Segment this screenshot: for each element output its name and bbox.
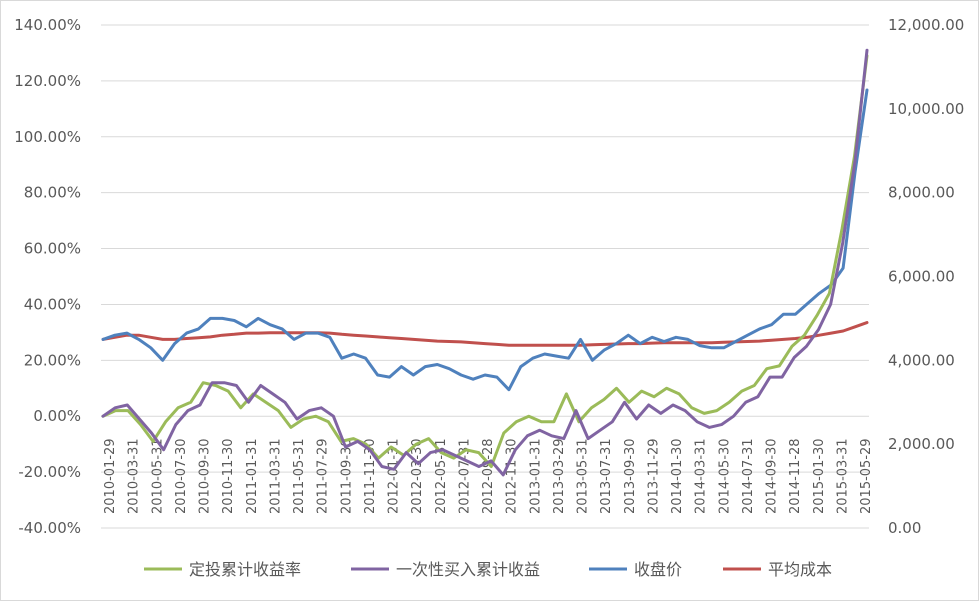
x-tick-label: 2013-11-29 [646, 438, 661, 514]
right-y-axis: 12,000.00 10,000.00 8,000.00 6,000.00 4,000.… [888, 16, 964, 537]
legend-label: 一次性买入累计收益 [396, 560, 540, 579]
x-tick-label: 2012-05-31 [434, 438, 449, 514]
x-tick-label: 2015-03-31 [835, 438, 850, 514]
left-tick-label: 100.00% [14, 128, 81, 146]
x-tick-label: 2015-01-30 [812, 438, 827, 514]
series-lines [101, 48, 869, 477]
x-tick-label: 2011-05-31 [292, 438, 307, 514]
x-tick-label: 2014-07-31 [741, 438, 756, 514]
x-tick-label: 2012-09-28 [481, 438, 496, 514]
left-tick-label: 20.00% [24, 351, 81, 369]
gridlines [101, 24, 869, 529]
series-line-0 [101, 54, 869, 468]
x-tick-label: 2010-09-30 [198, 438, 213, 514]
x-tick-label: 2013-07-31 [599, 438, 614, 514]
x-tick-label: 2013-05-31 [576, 438, 591, 514]
legend: 定投累计收益率 一次性买入累计收益 收盘价 平均成本 [144, 560, 832, 579]
x-tick-label: 2013-03-29 [552, 438, 567, 514]
right-tick-label: 2,000.00 [888, 435, 955, 453]
legend-label: 平均成本 [768, 560, 832, 579]
x-tick-label: 2012-01-31 [387, 438, 402, 514]
x-tick-label: 2014-05-30 [717, 438, 732, 514]
x-axis: 2010-01-29 2010-03-31 2010-05-31 2010-07-30… [103, 438, 874, 514]
left-tick-label: 140.00% [14, 16, 81, 34]
left-tick-label: 120.00% [14, 72, 81, 90]
x-tick-label: 2011-09-30 [339, 438, 354, 514]
right-tick-label: 6,000.00 [888, 268, 955, 286]
x-tick-label: 2010-11-30 [221, 438, 236, 514]
x-tick-label: 2011-01-31 [245, 438, 260, 514]
left-tick-label: 0.00% [33, 407, 81, 425]
left-y-axis: 140.00% 120.00% 100.00% 80.00% 60.00% 40.00% 2… [14, 16, 81, 537]
right-tick-label: 4,000.00 [888, 351, 955, 369]
series-line-1 [101, 48, 869, 477]
right-tick-label: 12,000.00 [888, 16, 964, 34]
x-tick-label: 2011-07-29 [316, 438, 331, 514]
x-tick-label: 2014-09-30 [765, 438, 780, 514]
x-tick-label: 2014-03-31 [694, 438, 709, 514]
left-tick-label: -40.00% [18, 519, 81, 537]
legend-item-yicixing: 一次性买入累计收益 [351, 560, 540, 579]
legend-item-close: 收盘价 [589, 560, 682, 579]
legend-item-avgcost: 平均成本 [723, 560, 832, 579]
legend-label: 收盘价 [634, 560, 682, 579]
x-tick-label: 2013-01-31 [528, 438, 543, 514]
x-tick-label: 2014-01-30 [670, 438, 685, 514]
x-tick-label: 2010-01-29 [103, 438, 118, 514]
x-tick-label: 2013-09-30 [623, 438, 638, 514]
left-tick-label: -20.00% [18, 463, 81, 481]
left-tick-label: 60.00% [24, 240, 81, 258]
series-line-3 [101, 321, 869, 347]
right-tick-label: 8,000.00 [888, 184, 955, 202]
x-tick-label: 2010-03-31 [127, 438, 142, 514]
right-tick-label: 10,000.00 [888, 100, 964, 118]
left-tick-label: 40.00% [24, 295, 81, 313]
x-tick-label: 2011-03-31 [268, 438, 283, 514]
x-tick-label: 2014-11-28 [788, 438, 803, 514]
x-tick-label: 2010-05-31 [150, 438, 165, 514]
x-tick-label: 2012-03-30 [410, 438, 425, 514]
x-tick-label: 2010-07-30 [174, 438, 189, 514]
right-tick-label: 0.00 [888, 519, 921, 537]
legend-label: 定投累计收益率 [189, 560, 301, 579]
series-line-2 [101, 88, 869, 392]
x-tick-label: 2015-05-29 [859, 438, 874, 514]
left-tick-label: 80.00% [24, 184, 81, 202]
x-tick-label: 2012-11-30 [505, 438, 520, 514]
legend-item-dingtou: 定投累计收益率 [144, 560, 301, 579]
